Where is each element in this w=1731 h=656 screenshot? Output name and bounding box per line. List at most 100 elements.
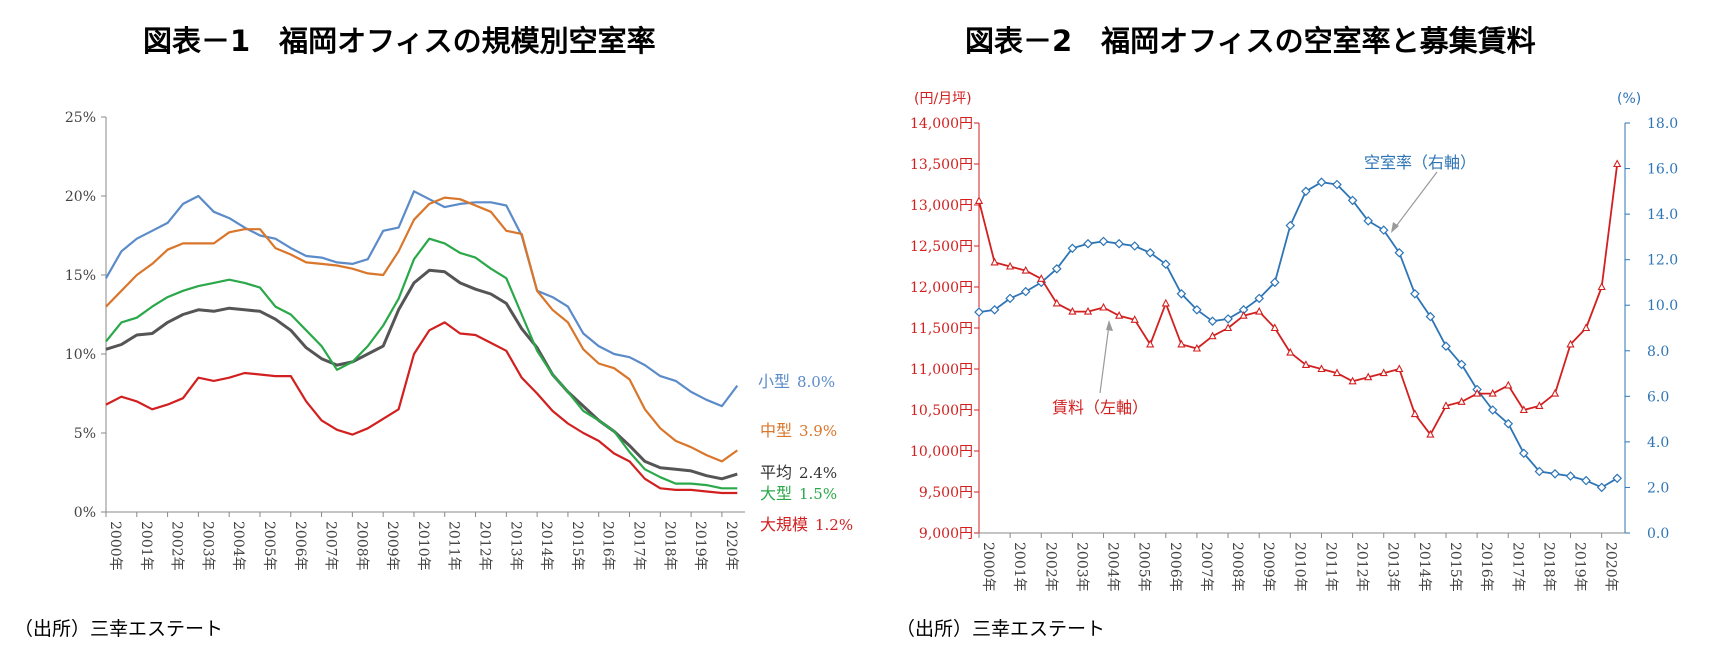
x-tick-label: 2010年 [415,521,431,571]
chart2-title: 図表－2 福岡オフィスの空室率と募集賃料 [965,24,1536,58]
y-tick-label: 10% [65,347,96,363]
vacancy-point [1456,359,1467,370]
x-tick-label: 2003年 [199,521,215,571]
rent-point [1581,323,1591,332]
x-tick-label: 2011年 [1322,542,1338,592]
left-tick-label: 13,500円 [910,157,973,173]
rent-point [1550,388,1560,397]
rent-point [1301,360,1311,368]
label-small-value: 8.0% [797,373,835,391]
rent-point [1099,302,1108,311]
rent-point [990,257,999,266]
rent-point [1364,372,1373,381]
chart2-plot: 9,000円 9,500円 10,000円 10,500円 11,000円 11,500円… [910,91,1678,592]
x-tick-label: 2019年 [692,521,708,571]
y-tick-label: 25% [65,110,96,126]
y-tick-label: 20% [65,189,96,205]
vacancy-point [1550,468,1560,479]
left-tick-label: 10,000円 [910,444,973,460]
x-tick-label: 2001年 [1011,542,1027,592]
rent-point [1379,368,1388,377]
vacancy-point [1596,482,1607,493]
rent-point [1488,388,1497,397]
rent-point [1504,380,1513,389]
label-xlarge-name: 大規模 [760,515,808,534]
right-tick-label: 18.0 [1647,116,1678,132]
left-tick-label: 10,500円 [910,403,973,419]
vacancy-point [1176,288,1187,299]
x-tick-label: 2013年 [507,521,523,571]
vacancy-point [1441,341,1451,352]
x-tick-label: 2007年 [323,521,339,571]
x-tick-label: 2001年 [138,521,154,571]
x-tick-label: 2003年 [1073,542,1089,592]
vacancy-point [1114,238,1124,249]
vacancy-point [1503,418,1514,429]
x-tick-label: 2015年 [1447,542,1463,592]
y-tick-label: 0% [74,505,96,521]
vacancy-point [1301,186,1311,197]
rent-point [1566,339,1575,348]
rent-point [974,196,984,204]
x-tick-label: 2002年 [169,521,185,571]
x-tick-label: 2006年 [1167,542,1183,592]
rent-point [1255,306,1264,315]
vacancy-point [1612,473,1623,484]
chart1-plot: 0% 5% 10% 15% 20% 25% 2000年 2001年 2002年 2003年 200… [65,110,853,571]
x-tick-label: 2011年 [446,521,462,571]
rent-point [1519,405,1528,414]
label-large-value: 1.5% [799,485,837,503]
x-tick-label: 2019年 [1572,542,1588,592]
vacancy-callout-arrowhead [1391,222,1399,233]
vacancy-point [1005,293,1015,304]
x-tick-label: 2012年 [1354,542,1370,592]
x-tick-label: 2012年 [477,521,493,571]
rent-point [1286,347,1295,356]
right-tick-label: 8.0 [1647,344,1669,360]
right-tick-label: 4.0 [1647,435,1669,451]
rent-point [1177,339,1186,348]
x-tick-label: 2008年 [1229,542,1245,592]
left-tick-label: 12,000円 [910,280,973,296]
rent-point [1239,311,1248,319]
rent-point [1535,401,1544,409]
x-tick-label: 2000年 [107,521,123,571]
left-tick-label: 13,000円 [910,198,973,214]
rent-point [1146,339,1155,348]
rent-point [1052,298,1061,307]
left-tick-label: 11,500円 [910,321,973,337]
rent-point [1317,364,1326,373]
vacancy-point [1285,220,1296,231]
x-tick-label: 2014年 [1416,542,1432,592]
rent-point [1472,388,1482,397]
vacancy-point [1410,288,1420,299]
label-average-value: 2.4% [799,464,837,482]
vacancy-point [1269,277,1280,288]
rent-point [1005,261,1015,270]
vacancy-point [1051,263,1062,274]
vacancy-point [1565,471,1576,481]
vacancy-point [1332,179,1342,190]
left-tick-label: 11,000円 [910,362,973,378]
x-tick-label: 2007年 [1198,542,1214,592]
rent-point [1068,306,1077,315]
right-tick-label: 12.0 [1647,253,1678,269]
x-tick-label: 2005年 [1136,542,1152,592]
x-tick-label: 2018年 [1540,542,1556,592]
vacancy-point [1020,286,1031,297]
y-tick-label: 15% [65,268,96,284]
rent-point [1332,368,1342,377]
rent-point [1021,265,1030,274]
vacancy-point [974,307,984,317]
chart1-source: （出所）三幸エステート [14,618,224,640]
right-tick-label: 6.0 [1647,389,1669,405]
left-axis-unit: (円/月坪) [914,91,972,107]
right-tick-label: 2.0 [1647,480,1669,496]
chart1-title: 図表－1 福岡オフィスの規模別空室率 [143,24,656,58]
vacancy-point [1394,247,1405,258]
x-tick-label: 2005年 [261,521,277,571]
vacancy-point [1098,236,1109,247]
x-tick-label: 2017年 [1509,542,1525,592]
right-tick-label: 16.0 [1647,162,1678,178]
vacancy-point [1207,316,1218,327]
